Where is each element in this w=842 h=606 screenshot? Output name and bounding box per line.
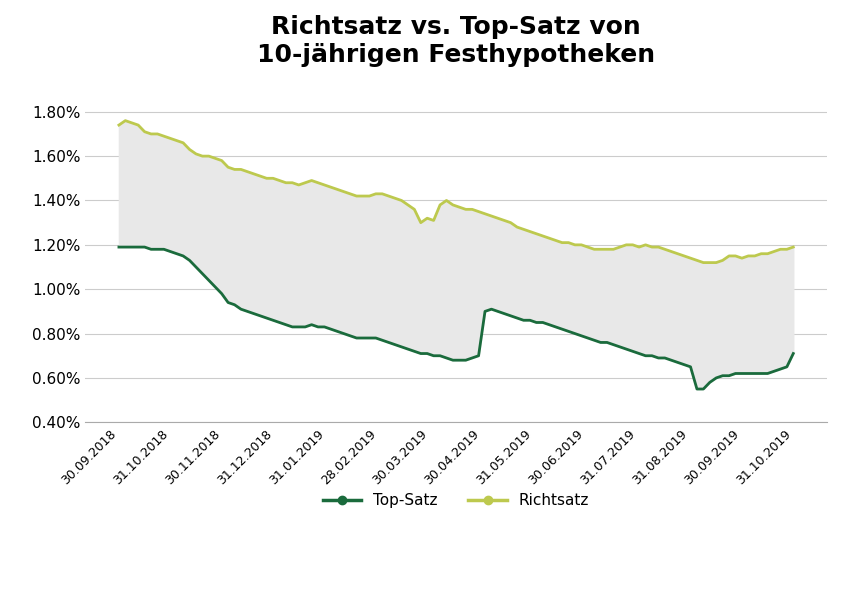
Title: Richtsatz vs. Top-Satz von
10-jährigen Festhypotheken: Richtsatz vs. Top-Satz von 10-jährigen F… (257, 15, 655, 67)
Legend: Top-Satz, Richtsatz: Top-Satz, Richtsatz (317, 487, 595, 514)
